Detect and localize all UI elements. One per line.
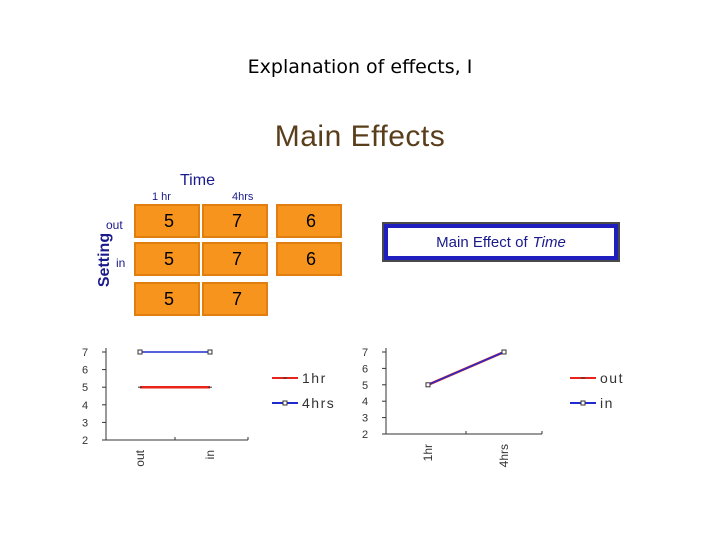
x-tick-label: in <box>203 450 217 459</box>
table-cell: 7 <box>202 242 268 276</box>
data-point <box>137 349 143 355</box>
table-cell: 6 <box>276 242 342 276</box>
y-tick-label: 5 <box>362 380 368 392</box>
slide-title: Explanation of effects, I <box>247 56 473 78</box>
x-tick-label: 4hrs <box>497 444 511 467</box>
legend-marker <box>580 400 586 406</box>
table-cell: 5 <box>134 204 200 238</box>
legend-label: out <box>600 370 624 386</box>
y-tick-label: 3 <box>362 413 368 425</box>
legend-label: in <box>600 395 614 411</box>
table-cell: 5 <box>134 282 200 316</box>
y-tick-label: 2 <box>362 429 368 441</box>
table-cell: 7 <box>202 204 268 238</box>
column-factor-label: Time <box>180 172 215 189</box>
y-tick-label: 5 <box>82 382 88 394</box>
y-tick-label: 4 <box>82 400 88 412</box>
y-tick-label: 7 <box>82 347 88 359</box>
main-heading: Main Effects <box>274 120 446 153</box>
callout-emphasis: Time <box>532 233 566 251</box>
legend-label: 4hrs <box>302 395 335 411</box>
row-header-out: out <box>106 218 123 232</box>
table-cell: 6 <box>276 204 342 238</box>
table-cell: 5 <box>134 242 200 276</box>
y-tick-label: 2 <box>82 435 88 447</box>
table-cell: 7 <box>202 282 268 316</box>
y-tick-label: 6 <box>362 363 368 375</box>
legend-label: 1hr <box>302 370 327 386</box>
y-tick-label: 7 <box>362 347 368 359</box>
data-point <box>207 349 213 355</box>
column-header-4hrs: 4hrs <box>232 191 254 203</box>
y-tick-label: 4 <box>362 396 368 408</box>
legend-marker <box>282 400 288 406</box>
main-effect-callout: Main Effect of Time <box>382 222 620 262</box>
column-header-1hr: 1 hr <box>152 191 171 203</box>
data-point <box>425 382 431 388</box>
data-point <box>501 349 507 355</box>
x-tick-label: 1hr <box>421 444 435 461</box>
x-tick-label: out <box>133 449 147 466</box>
y-tick-label: 6 <box>82 365 88 377</box>
series-line <box>427 351 505 386</box>
row-header-in: in <box>116 256 126 270</box>
y-tick-label: 3 <box>82 417 88 429</box>
callout-prefix: Main Effect of <box>436 233 528 251</box>
